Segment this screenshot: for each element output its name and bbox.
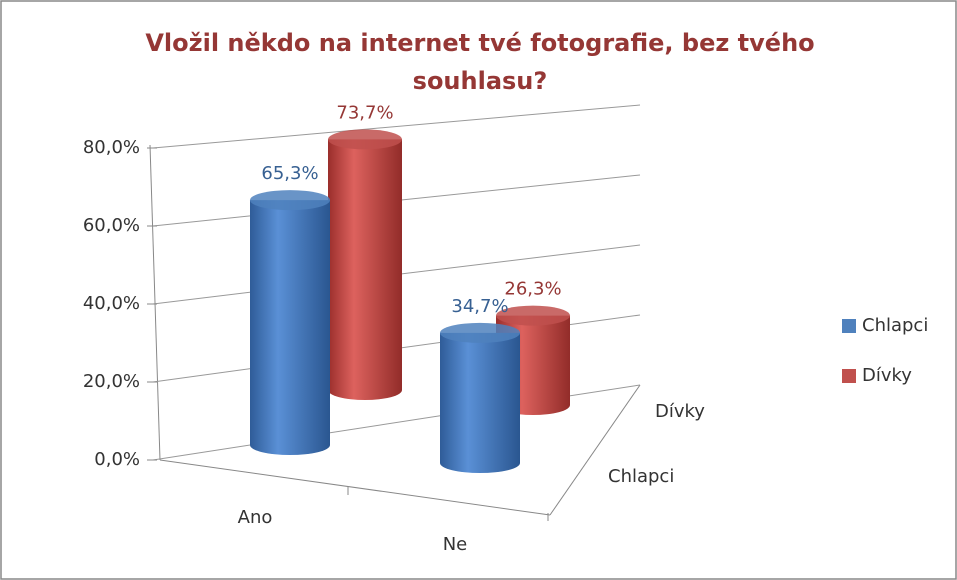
depth-tick-label: Chlapci: [608, 466, 674, 487]
bar-top: [250, 190, 330, 211]
y-tick-label: 20,0%: [83, 371, 140, 392]
y-axis: [149, 144, 161, 461]
y-tick-label: 60,0%: [83, 215, 140, 236]
grid-line: [152, 104, 641, 149]
depth-tick-label: Dívky: [655, 401, 705, 422]
value-label: 73,7%: [336, 102, 393, 123]
cylinder: [328, 129, 402, 401]
bar: [250, 200, 330, 455]
y-tick-label: 40,0%: [83, 293, 140, 314]
bar-top: [440, 322, 520, 343]
value-label: 26,3%: [504, 279, 561, 300]
y-tick-label: 0,0%: [94, 449, 140, 470]
x-tick-label: Ano: [238, 507, 273, 528]
legend-swatch: [842, 319, 856, 333]
floor-right-edge: [549, 384, 641, 516]
value-label: 34,7%: [451, 296, 508, 317]
bar-top: [496, 305, 570, 326]
cylinder: [440, 322, 520, 473]
legend-swatch: [842, 369, 856, 383]
chart-title: Vložil někdo na internet tvé fotografie,…: [145, 29, 815, 95]
bar: [440, 332, 520, 473]
legend-label: Dívky: [862, 365, 912, 386]
x-tick-label: Ne: [443, 534, 468, 555]
legend-label: Chlapci: [862, 315, 928, 336]
floor-front-edge: [159, 459, 551, 516]
cylinder: [250, 190, 330, 455]
bar-top: [328, 129, 402, 150]
bar: [328, 139, 402, 401]
y-tick-label: 80,0%: [83, 137, 140, 158]
value-label: 65,3%: [261, 163, 318, 184]
